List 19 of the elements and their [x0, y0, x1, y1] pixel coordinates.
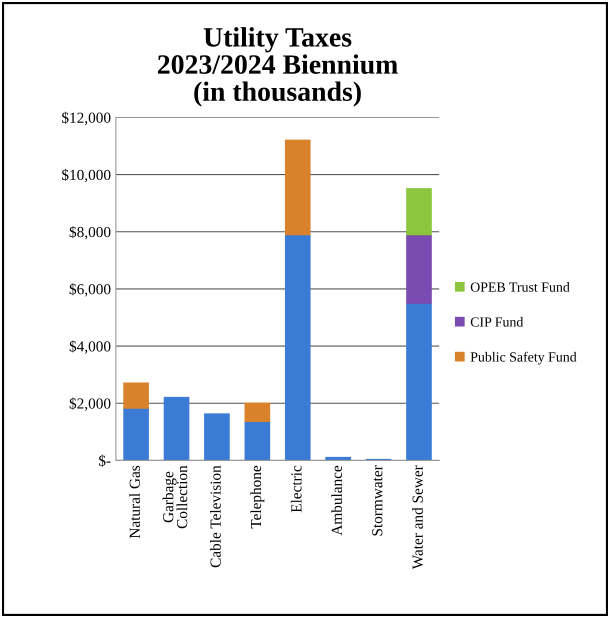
y-tick-label: $10,000 [62, 168, 110, 182]
y-tick-label: $- [98, 454, 110, 467]
chart-title: Utility Taxes 2023/2024 Biennium (in thousands) [158, 27, 398, 107]
x-tick-label: Natural Gas [129, 466, 140, 538]
y-tick-label: $12,000 [62, 112, 110, 126]
legend-label: Public Safety Fund [470, 352, 577, 365]
x-tick-label: Telephone [250, 466, 264, 528]
x-tick-label: Stormwater [372, 465, 382, 536]
x-tick-label: Water and Sewer [412, 465, 423, 570]
y-tick-label: $4,000 [70, 340, 110, 354]
legend-label: OPEB Trust Fund [470, 282, 570, 292]
x-tick-label: Electric [290, 466, 302, 512]
x-tick-label: Cable Television [210, 466, 221, 568]
x-tick-label: Ambulance [331, 466, 342, 536]
y-tick-label: $6,000 [70, 283, 110, 297]
y-tick-label: $2,000 [70, 397, 110, 411]
legend-label: CIP Fund [470, 316, 524, 327]
y-tick-label: $8,000 [70, 226, 110, 240]
x-tick-label: Garbage Collection [162, 466, 188, 528]
